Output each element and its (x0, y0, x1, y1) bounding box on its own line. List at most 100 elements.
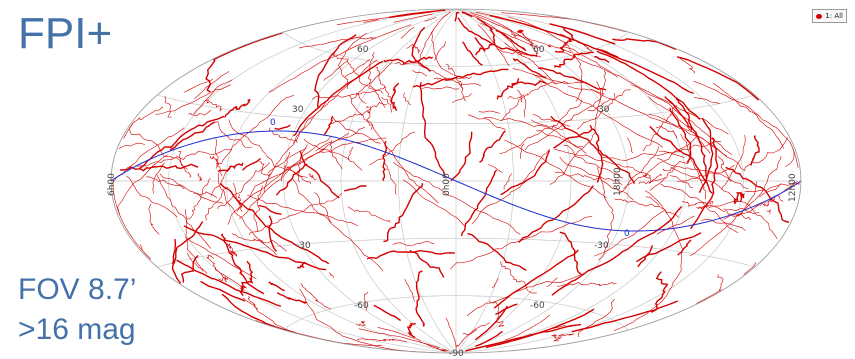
pointing-track (269, 127, 298, 143)
pointing-track (596, 48, 694, 95)
pointing-track (218, 94, 295, 165)
meridian-line (225, 9, 457, 353)
pointing-track (224, 98, 251, 118)
pointing-track (218, 277, 228, 282)
pointing-track (140, 244, 151, 259)
pointing-track (562, 46, 619, 78)
pointing-track (480, 22, 541, 49)
pointing-track (312, 88, 385, 100)
pointing-track (298, 36, 376, 49)
pointing-track (461, 41, 483, 66)
pointing-track (536, 130, 583, 148)
pointing-track (330, 140, 343, 170)
pointing-track (455, 329, 478, 348)
pointing-track (546, 277, 558, 287)
pointing-track (347, 206, 390, 223)
pointing-track (520, 143, 525, 159)
pointing-track (373, 304, 401, 322)
pointing-track (364, 291, 369, 311)
pointing-track (554, 27, 576, 53)
meridian-line (340, 9, 457, 353)
pointing-track (474, 305, 508, 341)
pointing-track (475, 330, 503, 348)
pointing-track (219, 182, 330, 265)
pointing-track (239, 132, 350, 220)
pointing-track (275, 163, 308, 196)
pointing-track (524, 70, 607, 151)
pointing-track (532, 113, 571, 127)
pointing-track (518, 30, 539, 58)
pointing-track (678, 57, 695, 74)
pointing-track (630, 84, 733, 155)
pointing-track (657, 158, 749, 189)
pointing-track (750, 135, 760, 166)
lat-label-m30-left: -30 (296, 241, 311, 251)
pointing-track (452, 93, 472, 103)
pointing-track (253, 185, 263, 232)
pointing-track (180, 255, 199, 283)
pointing-track (300, 283, 331, 310)
pointing-track (382, 140, 388, 181)
pointing-track (457, 17, 538, 57)
pointing-track (215, 138, 219, 169)
pointing-track (323, 60, 348, 81)
pointing-track (123, 106, 164, 139)
pointing-track (237, 194, 243, 213)
pointing-track (743, 137, 789, 171)
pointing-track (454, 12, 460, 22)
pointing-track (409, 249, 445, 278)
pointing-track (412, 69, 428, 77)
pointing-track (214, 267, 244, 288)
pointing-track (276, 292, 308, 305)
pointing-track (551, 334, 562, 342)
lat-label-m60-right: -60 (530, 301, 545, 311)
legend[interactable]: 1: All (812, 9, 847, 23)
pointing-track (613, 190, 683, 332)
pointing-track (421, 86, 460, 90)
pointing-track (462, 322, 490, 335)
lat-label-60-left: 60 (357, 45, 369, 55)
pointing-track (242, 297, 258, 310)
pointing-track (495, 30, 527, 51)
pointing-track (551, 206, 683, 296)
pointing-track (314, 34, 357, 108)
pointing-track (627, 137, 633, 154)
pointing-track (557, 282, 617, 287)
pointing-track (217, 172, 277, 256)
pointing-track (637, 245, 654, 268)
pointing-track (467, 114, 506, 130)
pointing-track (383, 183, 424, 243)
pointing-track (517, 90, 523, 103)
pointing-track (308, 173, 317, 180)
pointing-track (645, 196, 660, 206)
meridian-line (455, 9, 629, 353)
pointing-track (478, 110, 500, 114)
pointing-track (184, 78, 214, 93)
lat-label-30-right: 30 (598, 105, 610, 115)
meridian-line (283, 9, 457, 353)
meridian-line (455, 9, 744, 353)
pointing-track (559, 231, 582, 275)
lat-label-m60-left: -60 (354, 301, 369, 311)
pointing-track (496, 48, 542, 58)
pointing-track (419, 29, 435, 62)
pointing-track (662, 160, 690, 172)
pointing-track (220, 233, 265, 295)
pointing-track (210, 166, 231, 196)
pointing-track (258, 204, 282, 215)
pointing-track (152, 162, 166, 194)
pointing-track (136, 148, 232, 167)
pointing-track (477, 24, 510, 67)
pointing-track (383, 56, 434, 65)
pointing-track (689, 156, 782, 257)
pointing-track (313, 192, 332, 223)
legend-label: 1: All (825, 12, 843, 20)
pointing-track (471, 148, 550, 224)
red-dot-icon (816, 13, 823, 19)
pointing-track (293, 59, 378, 144)
pointing-track (217, 162, 244, 173)
pointing-track (185, 236, 257, 280)
pointing-track (206, 254, 228, 282)
pointing-track (501, 93, 529, 122)
